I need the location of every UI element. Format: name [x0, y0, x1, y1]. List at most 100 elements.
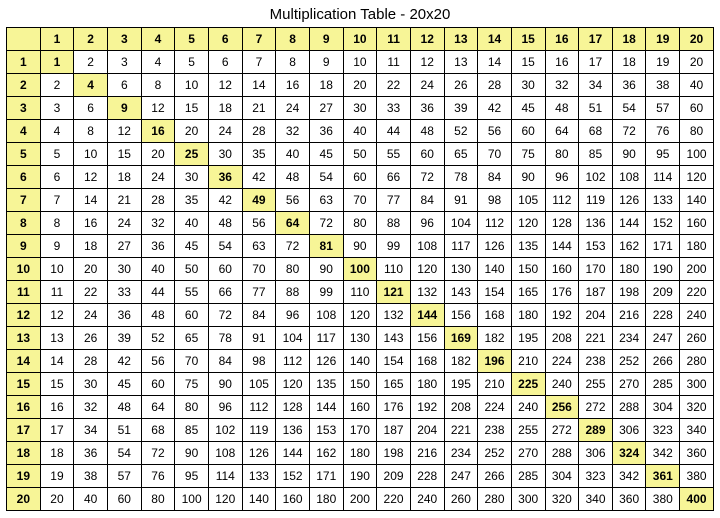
table-cell: 66: [377, 166, 411, 189]
table-cell: 12: [410, 51, 444, 74]
table-cell: 32: [276, 120, 310, 143]
table-cell: 133: [242, 465, 276, 488]
table-cell: 18: [309, 74, 343, 97]
table-cell: 56: [242, 212, 276, 235]
table-cell: 7: [40, 189, 74, 212]
table-cell: 65: [175, 327, 209, 350]
table-cell: 57: [107, 465, 141, 488]
row-header: 11: [7, 281, 41, 304]
table-cell: 80: [343, 212, 377, 235]
table-cell: 234: [612, 327, 646, 350]
table-cell: 27: [309, 97, 343, 120]
table-cell: 90: [309, 258, 343, 281]
table-cell: 300: [680, 373, 714, 396]
table-cell: 272: [579, 396, 613, 419]
table-cell: 28: [242, 120, 276, 143]
table-cell: 234: [444, 442, 478, 465]
table-cell: 240: [545, 373, 579, 396]
row-header: 8: [7, 212, 41, 235]
table-cell: 105: [242, 373, 276, 396]
row-header: 4: [7, 120, 41, 143]
table-cell: 72: [208, 304, 242, 327]
table-cell: 104: [276, 327, 310, 350]
table-cell: 12: [208, 74, 242, 97]
col-header: 10: [343, 28, 377, 51]
table-cell: 68: [579, 120, 613, 143]
table-cell: 48: [208, 212, 242, 235]
table-cell: 40: [175, 212, 209, 235]
table-cell: 120: [208, 488, 242, 511]
table-cell: 119: [242, 419, 276, 442]
col-header: 7: [242, 28, 276, 51]
table-cell: 48: [276, 166, 310, 189]
table-cell: 13: [444, 51, 478, 74]
table-cell: 126: [242, 442, 276, 465]
table-cell: 56: [276, 189, 310, 212]
table-cell: 102: [579, 166, 613, 189]
table-cell: 65: [444, 143, 478, 166]
table-cell: 300: [511, 488, 545, 511]
table-cell: 64: [276, 212, 310, 235]
col-header: 14: [478, 28, 512, 51]
table-cell: 12: [107, 120, 141, 143]
table-cell: 16: [40, 396, 74, 419]
table-cell: 63: [309, 189, 343, 212]
table-cell: 342: [646, 442, 680, 465]
table-cell: 140: [680, 189, 714, 212]
table-cell: 33: [377, 97, 411, 120]
table-cell: 270: [511, 442, 545, 465]
table-cell: 128: [545, 212, 579, 235]
col-header: 2: [74, 28, 108, 51]
table-cell: 96: [545, 166, 579, 189]
table-cell: 152: [646, 212, 680, 235]
table-cell: 108: [309, 304, 343, 327]
table-cell: 220: [680, 281, 714, 304]
table-cell: 80: [276, 258, 310, 281]
col-header: 12: [410, 28, 444, 51]
table-cell: 60: [175, 304, 209, 327]
table-cell: 255: [511, 419, 545, 442]
table-cell: 144: [545, 235, 579, 258]
table-cell: 12: [40, 304, 74, 327]
table-cell: 2: [40, 74, 74, 97]
table-cell: 6: [40, 166, 74, 189]
table-cell: 40: [141, 258, 175, 281]
table-cell: 17: [40, 419, 74, 442]
table-cell: 18: [40, 442, 74, 465]
col-header: 4: [141, 28, 175, 51]
table-cell: 8: [74, 120, 108, 143]
table-cell: 160: [343, 396, 377, 419]
table-cell: 120: [410, 258, 444, 281]
col-header: 6: [208, 28, 242, 51]
col-header: 9: [309, 28, 343, 51]
table-cell: 49: [242, 189, 276, 212]
table-cell: 60: [410, 143, 444, 166]
table-cell: 342: [612, 465, 646, 488]
table-cell: 165: [511, 281, 545, 304]
table-cell: 24: [74, 304, 108, 327]
table-cell: 150: [511, 258, 545, 281]
table-cell: 34: [74, 419, 108, 442]
table-cell: 270: [612, 373, 646, 396]
table-cell: 168: [478, 304, 512, 327]
table-cell: 42: [242, 166, 276, 189]
table-cell: 15: [107, 143, 141, 166]
row-header: 6: [7, 166, 41, 189]
table-cell: 192: [410, 396, 444, 419]
col-header: 17: [579, 28, 613, 51]
table-cell: 4: [74, 74, 108, 97]
table-cell: 180: [309, 488, 343, 511]
row-header: 18: [7, 442, 41, 465]
table-cell: 32: [74, 396, 108, 419]
table-cell: 7: [242, 51, 276, 74]
table-cell: 306: [612, 419, 646, 442]
table-cell: 135: [511, 235, 545, 258]
table-cell: 66: [208, 281, 242, 304]
table-cell: 100: [343, 258, 377, 281]
col-header: 15: [511, 28, 545, 51]
table-cell: 6: [74, 97, 108, 120]
table-cell: 52: [444, 120, 478, 143]
table-cell: 128: [276, 396, 310, 419]
table-cell: 90: [612, 143, 646, 166]
table-cell: 95: [175, 465, 209, 488]
